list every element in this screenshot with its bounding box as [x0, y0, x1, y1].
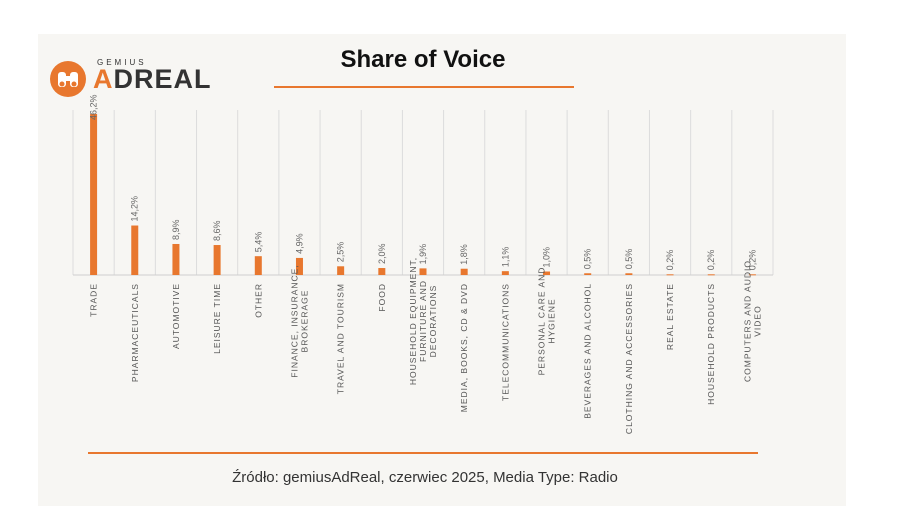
bar — [337, 266, 345, 275]
category-tick-label: VIDEO — [752, 305, 762, 336]
page-title: Share of Voice — [340, 46, 506, 73]
category-tick-label: TELECOMMUNICATIONS — [500, 283, 510, 401]
bar — [707, 274, 715, 276]
bar — [378, 268, 386, 275]
bar — [501, 271, 509, 275]
category-tick-label: LEISURE TIME — [212, 283, 222, 354]
bar — [419, 268, 427, 275]
data-label: 14,2% — [130, 196, 140, 222]
logo-adreal-text: ADREAL — [93, 64, 212, 94]
bar — [131, 225, 139, 275]
data-label: 0,5% — [624, 249, 634, 270]
bar — [295, 257, 303, 275]
data-label: 5,4% — [253, 232, 263, 253]
bar — [90, 114, 98, 275]
category-tick-label: TRAVEL AND TOURISM — [336, 283, 346, 394]
source-note: Źródło: gemiusAdReal, czerwiec 2025, Med… — [232, 469, 618, 486]
category-tick-label: REAL ESTATE — [665, 283, 675, 350]
category-tick-label: TRADE — [89, 283, 99, 317]
data-label: 2,5% — [336, 242, 346, 263]
data-label: 0,2% — [706, 250, 716, 271]
category-tick-label: OTHER — [253, 283, 263, 318]
bar — [172, 243, 180, 275]
data-label: 1,1% — [500, 247, 510, 268]
category-tick-label: BEVERAGES AND ALCOHOL — [583, 283, 593, 419]
data-label: 0,2% — [747, 250, 757, 271]
bar — [625, 273, 633, 275]
gemius-adreal-logo: GEMIUS ADREAL — [49, 58, 211, 102]
title-underline — [274, 86, 574, 88]
category-tick-label: HOUSEHOLD EQUIPMENT, — [408, 257, 418, 385]
data-label: 4,9% — [294, 233, 304, 254]
category-tick-label: HOUSEHOLD PRODUCTS — [706, 283, 716, 405]
data-label: 1,8% — [459, 244, 469, 265]
data-label: 1,0% — [542, 247, 552, 268]
bar — [584, 273, 592, 275]
category-tick-label: MEDIA, BOOKS, CD & DVD — [459, 283, 469, 412]
category-tick-label: PHARMACEUTICALS — [130, 283, 140, 382]
category-tick-label: PERSONAL CARE AND — [537, 267, 547, 376]
category-tick-label: CLOTHING AND ACCESSORIES — [624, 283, 634, 434]
category-tick-label: FURNITURE AND — [418, 280, 428, 362]
bar — [666, 274, 674, 276]
category-tick-label: FINANCE, INSURANCE, — [289, 264, 299, 377]
category-tick-label: COMPUTERS AND AUDIO — [742, 260, 752, 382]
bar — [460, 268, 468, 275]
data-label: 1,9% — [418, 244, 428, 265]
bar — [213, 245, 221, 275]
data-label: 8,6% — [212, 221, 222, 242]
data-label: 46,2% — [89, 94, 99, 120]
logo-gemius-text: GEMIUS — [97, 58, 147, 67]
data-label: 0,2% — [665, 250, 675, 271]
bar — [543, 271, 551, 275]
bar — [748, 274, 756, 276]
category-tick-label: AUTOMOTIVE — [171, 283, 181, 349]
category-tick-label: FOOD — [377, 283, 387, 312]
data-label: 8,9% — [171, 219, 181, 240]
binoculars-icon — [50, 61, 86, 97]
bar — [254, 256, 262, 275]
category-tick-label: HYGIENE — [547, 298, 557, 343]
category-tick-label: DECORATIONS — [428, 285, 438, 358]
data-label: 2,0% — [377, 244, 387, 265]
category-tick-label: BROKERAGE — [299, 290, 309, 353]
footer-divider — [88, 452, 758, 454]
data-label: 0,5% — [583, 249, 593, 270]
